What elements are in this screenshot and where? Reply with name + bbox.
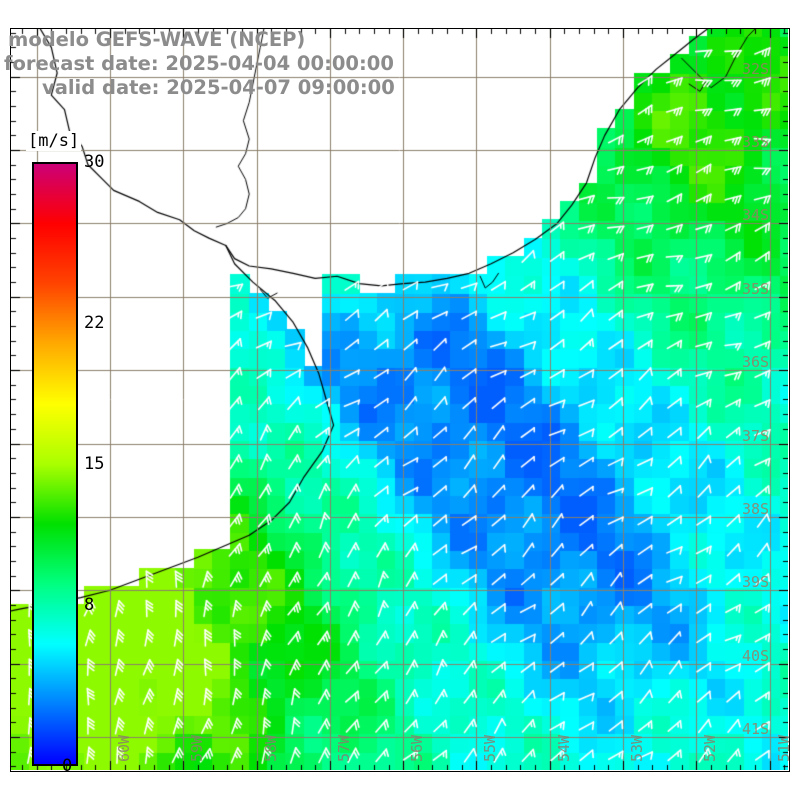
lon-label-51W: 51W bbox=[774, 734, 790, 762]
colorbar-gradient bbox=[32, 162, 78, 766]
colorbar-tick-8: 8 bbox=[84, 594, 95, 615]
colorbar-units-label: [m/s] bbox=[26, 131, 82, 151]
map-plot-area[interactable]: 61W60W59W58W57W56W55W54W53W52W51W32S33S3… bbox=[10, 28, 790, 772]
lon-label-53W: 53W bbox=[628, 734, 647, 762]
colorbar-tick-30: 30 bbox=[84, 152, 105, 172]
lat-label-36S: 36S bbox=[742, 353, 770, 372]
lon-label-52W: 52W bbox=[701, 734, 720, 762]
lat-label-40S: 40S bbox=[742, 646, 770, 665]
lon-label-55W: 55W bbox=[481, 734, 500, 762]
lat-label-39S: 39S bbox=[742, 573, 770, 592]
lon-label-57W: 57W bbox=[334, 734, 353, 762]
lat-label-37S: 37S bbox=[742, 426, 770, 445]
lat-label-35S: 35S bbox=[742, 279, 770, 298]
lon-label-56W: 56W bbox=[408, 734, 427, 762]
colorbar-tick-15: 15 bbox=[84, 454, 105, 474]
lon-label-60W: 60W bbox=[114, 734, 133, 762]
colorbar[interactable] bbox=[32, 162, 78, 766]
lat-label-32S: 32S bbox=[742, 59, 770, 78]
axis-ticks bbox=[11, 29, 788, 770]
colorbar-tick-0: 0 bbox=[62, 756, 73, 776]
lon-label-54W: 54W bbox=[554, 734, 573, 762]
lon-label-58W: 58W bbox=[261, 734, 280, 762]
lat-label-34S: 34S bbox=[742, 206, 770, 225]
lat-label-38S: 38S bbox=[742, 499, 770, 518]
colorbar-tick-22: 22 bbox=[84, 313, 105, 334]
lat-label-41S: 41S bbox=[742, 719, 770, 738]
lat-label-33S: 33S bbox=[742, 133, 770, 152]
lon-label-59W: 59W bbox=[188, 734, 207, 762]
